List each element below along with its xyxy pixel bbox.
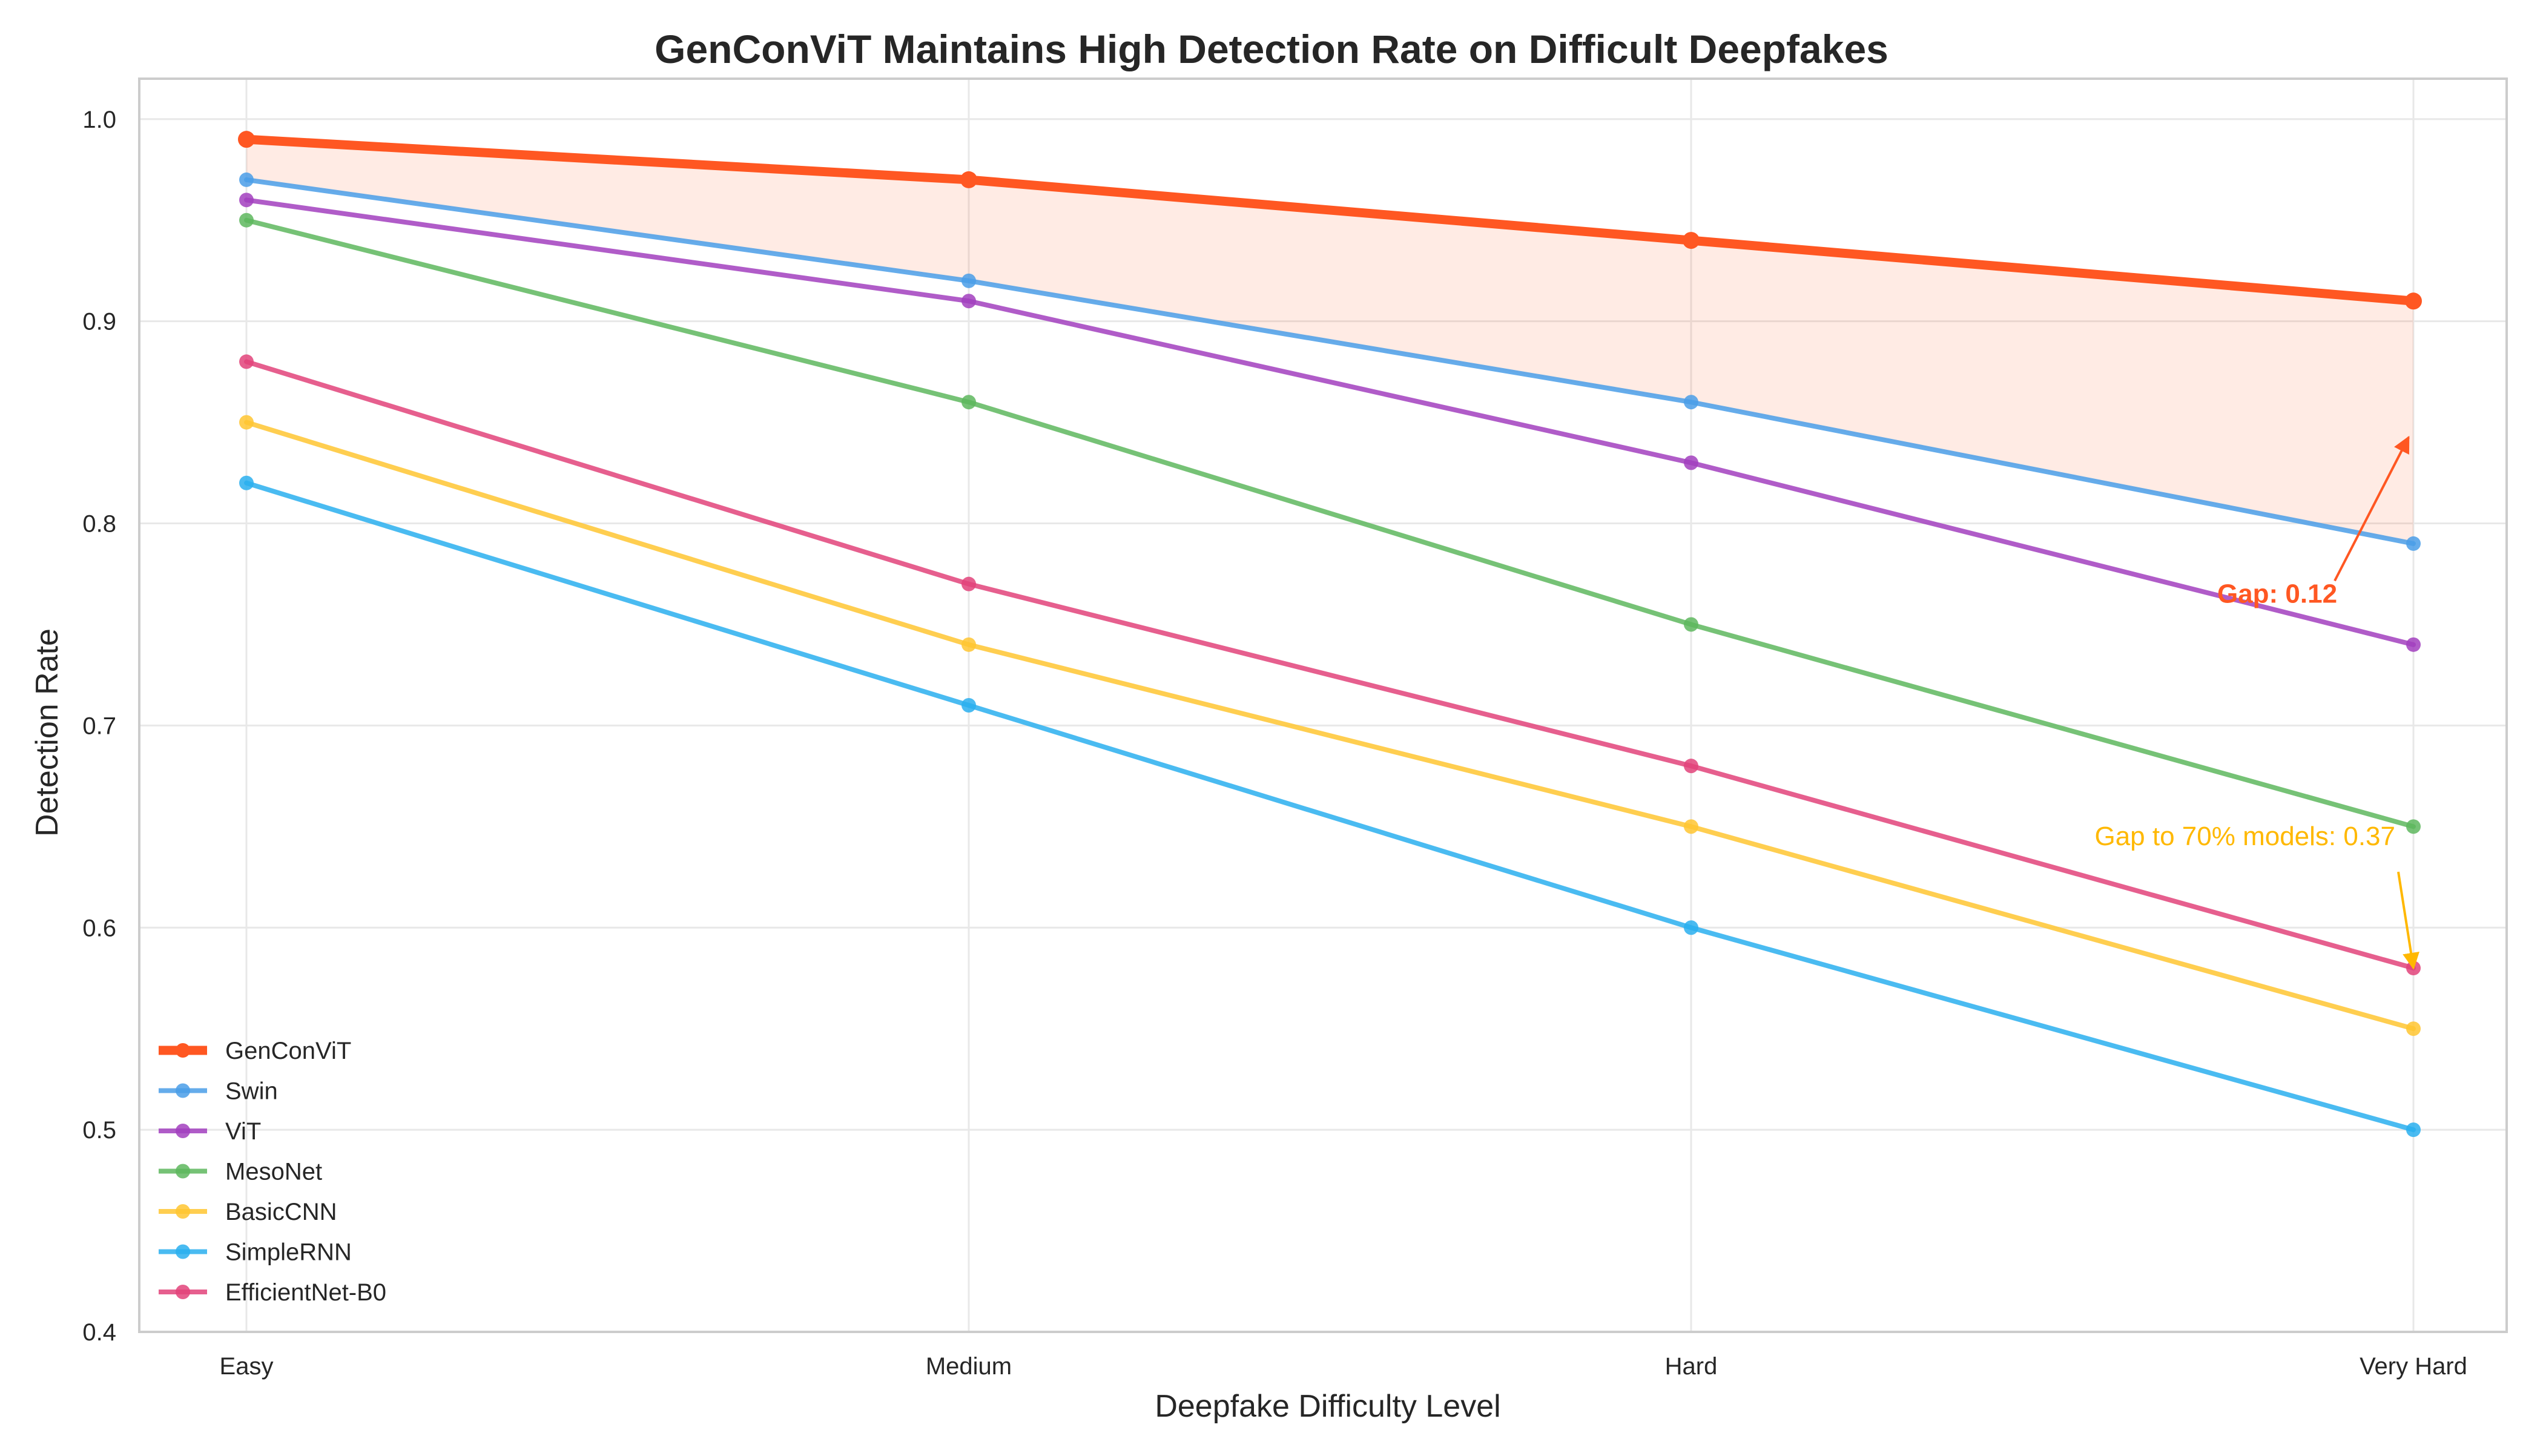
legend-item-simplernn: SimpleRNN <box>159 1239 352 1266</box>
legend-marker <box>176 1083 190 1098</box>
data-point <box>2405 292 2422 310</box>
y-tick-label: 0.8 <box>82 511 116 538</box>
y-axis-title: Detection Rate <box>30 628 65 837</box>
series-line <box>244 359 2416 971</box>
annotation-label: Gap to 70% models: 0.37 <box>2094 822 2395 851</box>
legend-item-genconvit: GenConViT <box>159 1038 351 1064</box>
legend-item-basiccnn: BasicCNN <box>159 1199 337 1225</box>
legend-label: BasicCNN <box>225 1199 337 1225</box>
legend-marker <box>176 1285 190 1299</box>
annotation-0: Gap: 0.12 <box>2217 435 2410 608</box>
y-tick-label: 0.4 <box>82 1319 116 1346</box>
data-point <box>960 171 977 188</box>
data-point <box>239 354 254 369</box>
data-point <box>961 395 976 410</box>
series-swin <box>239 172 2421 551</box>
series-line <box>242 134 2418 306</box>
legend-marker <box>176 1164 190 1179</box>
series-genconvit <box>238 131 2422 310</box>
data-point <box>1683 232 1700 249</box>
data-point <box>1684 395 1698 410</box>
legend-label: ViT <box>225 1118 261 1145</box>
legend-label: EfficientNet-B0 <box>225 1279 386 1306</box>
legend-label: Swin <box>225 1078 278 1105</box>
data-point <box>961 637 976 652</box>
data-point <box>239 475 254 490</box>
series-line <box>244 217 2416 829</box>
data-point <box>961 294 976 309</box>
series-line <box>244 480 2416 1133</box>
data-point <box>1684 819 1698 834</box>
series-basiccnn <box>239 415 2421 1036</box>
data-point <box>239 172 254 187</box>
data-point <box>239 193 254 208</box>
x-tick-label: Easy <box>220 1353 274 1380</box>
data-point <box>239 212 254 228</box>
data-point <box>961 273 976 288</box>
data-point <box>2406 819 2421 834</box>
legend-label: GenConViT <box>225 1038 351 1064</box>
data-point <box>239 415 254 430</box>
legend-item-swin: Swin <box>159 1078 278 1105</box>
series-line <box>244 197 2416 647</box>
legend-marker <box>176 1204 190 1219</box>
series-simplernn <box>239 475 2421 1138</box>
legend-marker <box>176 1043 190 1058</box>
x-tick-label: Hard <box>1665 1353 1718 1380</box>
legend-label: SimpleRNN <box>225 1239 352 1266</box>
data-point <box>961 698 976 713</box>
x-tick-label: Medium <box>926 1353 1012 1380</box>
x-tick-label: Very Hard <box>2360 1353 2467 1380</box>
series-vit <box>239 193 2421 652</box>
data-point <box>1684 759 1698 774</box>
legend-item-efficientnet-b0: EfficientNet-B0 <box>159 1279 386 1306</box>
data-point <box>238 131 255 148</box>
y-tick-label: 0.6 <box>82 915 116 941</box>
annotation-arrow <box>2334 435 2410 582</box>
series-mesonet <box>239 212 2421 834</box>
y-tick-label: 0.9 <box>82 309 116 335</box>
data-point <box>1684 920 1698 935</box>
data-point <box>2406 637 2421 652</box>
legend-marker <box>176 1244 190 1259</box>
annotation-1: Gap to 70% models: 0.37 <box>2094 822 2419 970</box>
series-lines <box>238 131 2422 1138</box>
data-point <box>2406 536 2421 551</box>
chart-title: GenConViT Maintains High Detection Rate … <box>655 27 1888 71</box>
annotation-label: Gap: 0.12 <box>2217 579 2337 608</box>
y-tick-label: 1.0 <box>82 107 116 133</box>
data-point <box>2406 1122 2421 1138</box>
data-point <box>1684 455 1698 470</box>
annotation-arrow <box>2397 871 2419 970</box>
series-line <box>244 177 2416 546</box>
data-point <box>961 576 976 591</box>
x-axis-title: Deepfake Difficulty Level <box>1155 1389 1500 1424</box>
legend: GenConViT Swin ViT MesoNet BasicCNN SimpleRNN… <box>159 1038 386 1306</box>
legend-item-mesonet: MesoNet <box>159 1159 322 1185</box>
legend-marker <box>176 1124 190 1138</box>
y-tick-label: 0.5 <box>82 1117 116 1144</box>
series-line <box>244 420 2416 1032</box>
data-point <box>2406 1021 2421 1036</box>
plot-frame <box>138 77 2508 1333</box>
legend-label: MesoNet <box>225 1159 322 1185</box>
data-point <box>1684 617 1698 632</box>
axis-ticks: 0.4 0.5 0.6 0.7 0.8 0.9 1.0 Easy Medium Hard Very … <box>82 107 2467 1380</box>
legend-item-vit: ViT <box>159 1118 261 1145</box>
annotations: Gap: 0.12 Gap to 70% models: 0.37 <box>2094 435 2419 970</box>
y-tick-label: 0.7 <box>82 713 116 739</box>
